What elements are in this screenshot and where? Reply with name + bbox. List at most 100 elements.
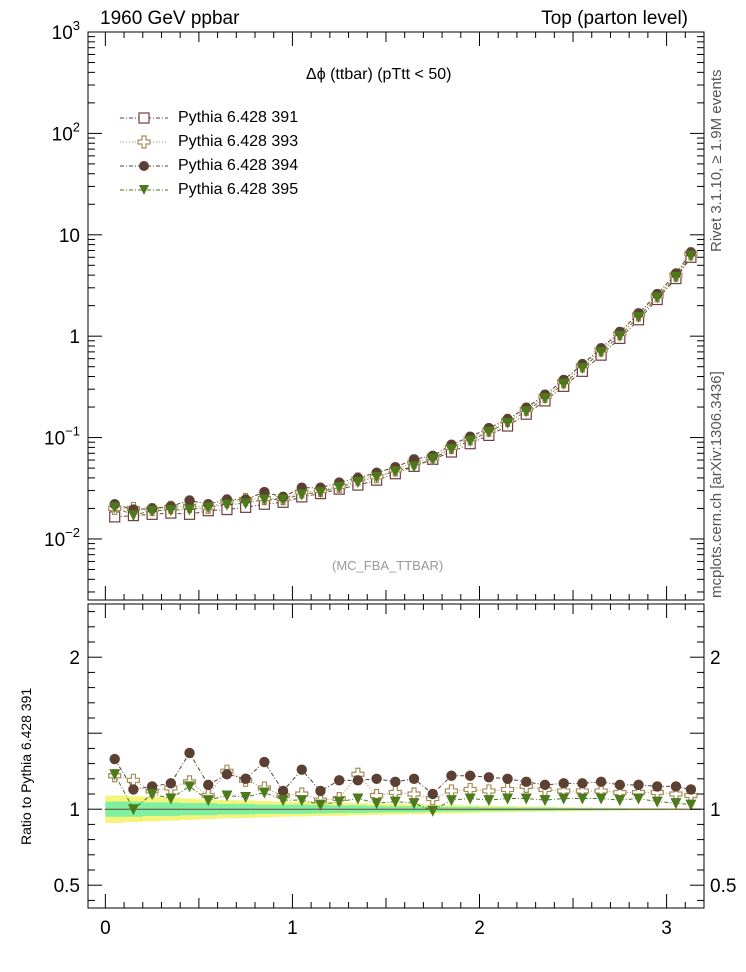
data-point-s3-6 (221, 499, 233, 511)
ratio-point-s3-14 (371, 798, 383, 810)
ratio-point-s2-15 (390, 776, 401, 788)
ratio-point-s2-7 (240, 773, 251, 784)
ratio-point-s2-18 (446, 770, 457, 781)
mcplots-source-label: mcplots.cern.ch [arXiv:1306.3436] (708, 371, 725, 598)
ratio-point-s3-22 (520, 793, 532, 805)
ratio-y-tick-label-left: 0.5 (54, 876, 80, 897)
ratio-point-s3-2 (146, 789, 158, 800)
legend-label-395: Pythia 6.428 395 (178, 181, 299, 198)
ratio-point-s2-30 (670, 781, 682, 792)
ratio-point-s2-28 (633, 779, 644, 791)
ratio-point-s3-11 (314, 799, 326, 811)
ratio-point-s2-9 (277, 785, 289, 797)
legend-label-393: Pythia 6.428 393 (178, 133, 299, 150)
ratio-point-s3-10 (296, 795, 308, 807)
y-tick-label: 10−2 (44, 525, 80, 551)
plot-frames (87, 31, 705, 909)
data-point-s3-4 (184, 504, 196, 516)
ratio-point-s2-31 (685, 784, 697, 795)
data-point-s3-22 (520, 406, 532, 418)
ratio-point-s3-9 (277, 795, 289, 807)
ratio-y-tick-label-right: 2 (710, 648, 721, 669)
data-point-s3-1 (127, 510, 139, 522)
ratio-point-s3-7 (240, 792, 252, 804)
x-tick-label-3: 3 (661, 918, 672, 939)
ratio-point-s2-12 (334, 775, 345, 786)
rivet-version-label: Rivet 3.1.10, ≥ 1.9M events (708, 69, 725, 253)
ratio-point-s3-12 (333, 796, 345, 808)
ratio-point-s2-0 (109, 753, 120, 765)
ratio-point-s3-18 (445, 795, 457, 807)
data-point-s3-8 (258, 494, 270, 506)
ratio-point-s2-16 (408, 773, 420, 784)
series-lines (104, 252, 701, 812)
ratio-point-s3-30 (670, 798, 682, 810)
data-point-s3-29 (651, 292, 663, 304)
ratio-point-s3-19 (464, 793, 476, 805)
ratio-point-s3-3 (165, 793, 177, 805)
main-panel-frame (87, 31, 705, 601)
ratio-point-s2-6 (221, 769, 233, 780)
series-line-1 (114, 253, 692, 511)
legend-entry-395: Pythia 6.428 395 (118, 180, 348, 200)
ratio-y-tick-label-left: 2 (69, 648, 80, 669)
ratio-point-s3-26 (595, 793, 607, 805)
series-line-2 (114, 252, 692, 511)
ratio-line-1 (114, 770, 691, 801)
ratio-point-s3-27 (614, 795, 626, 807)
ratio-point-s2-3 (165, 778, 177, 789)
ratio-point-s3-31 (685, 799, 697, 811)
ratio-point-s2-19 (464, 770, 476, 781)
ratio-point-s2-1 (128, 784, 139, 795)
ratio-point-s2-22 (521, 776, 532, 788)
ratio-point-s3-28 (633, 793, 645, 805)
data-point-s3-19 (464, 435, 476, 447)
ratio-point-s2-4 (184, 747, 195, 759)
ratio-point-s3-13 (352, 793, 364, 805)
data-point-s3-25 (576, 363, 588, 375)
ratio-panel-frame (87, 603, 705, 909)
ratio-point-s3-6 (221, 790, 233, 802)
ratio-point-s2-23 (539, 779, 551, 791)
data-point-s3-12 (333, 482, 345, 494)
ratio-point-s3-21 (502, 793, 514, 805)
data-point-s2-4 (184, 495, 195, 506)
plot-title: Δϕ (ttbar) (pTtt < 50) (306, 66, 452, 83)
y-tick-label: 102 (52, 119, 80, 145)
ratio-point-s2-24 (558, 778, 569, 789)
ratio-point-s3-17 (427, 805, 439, 817)
data-point-s3-23 (539, 393, 551, 405)
data-point-s3-26 (595, 346, 607, 358)
data-point-s3-15 (389, 466, 401, 478)
series-line-3 (114, 255, 692, 516)
ratio-y-tick-label-right: 0.5 (710, 876, 736, 897)
ratio-point-s2-29 (652, 781, 663, 792)
legend-entry-393: Pythia 6.428 393 (118, 132, 348, 152)
data-point-s3-20 (483, 426, 495, 438)
ratio-point-s2-17 (427, 788, 438, 800)
data-point-s3-16 (408, 461, 420, 473)
legend-marker-open-cross-icon (120, 135, 168, 149)
ratio-point-s2-8 (259, 756, 270, 768)
data-point-s3-2 (146, 505, 158, 517)
data-point-s3-7 (240, 498, 252, 510)
process-label: Top (parton level) (541, 8, 688, 29)
ratio-y-tick-label-left: 1 (69, 800, 80, 821)
ratio-point-s2-20 (483, 772, 495, 783)
legend-label-391: Pythia 6.428 391 (178, 109, 299, 126)
ratio-point-s3-16 (408, 798, 420, 810)
ratio-point-s3-1 (127, 804, 139, 816)
data-point-s3-9 (277, 494, 289, 506)
data-point-s3-13 (352, 476, 364, 488)
data-point-s3-28 (633, 311, 645, 323)
ratio-point-s3-20 (483, 795, 495, 807)
legend-marker-filled-circle-icon (120, 161, 168, 171)
ratio-point-s2-27 (614, 779, 626, 791)
ratio-point-s2-14 (371, 773, 382, 784)
data-point-s3-11 (314, 487, 326, 499)
data-point-s3-14 (371, 471, 383, 483)
ratio-point-s3-15 (389, 796, 401, 808)
data-point-s3-24 (558, 378, 570, 390)
